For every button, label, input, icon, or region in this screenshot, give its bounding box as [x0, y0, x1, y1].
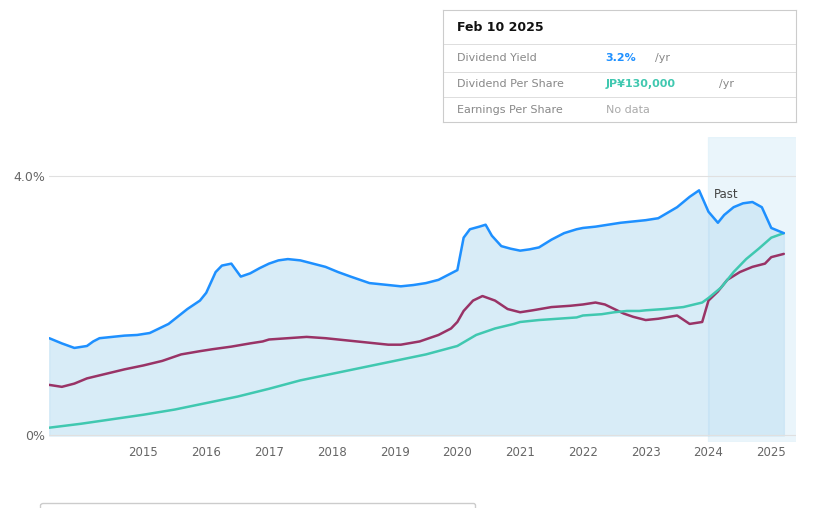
Legend: Dividend Yield, Dividend Per Share, Earnings Per Share: Dividend Yield, Dividend Per Share, Earn… [40, 503, 475, 508]
Text: Dividend Per Share: Dividend Per Share [457, 79, 564, 89]
Text: Past: Past [713, 188, 738, 201]
Text: /yr: /yr [655, 53, 670, 62]
Text: No data: No data [606, 105, 649, 115]
Bar [709, 137, 821, 442]
Text: 3.2%: 3.2% [606, 53, 636, 62]
Text: Dividend Yield: Dividend Yield [457, 53, 537, 62]
Text: Earnings Per Share: Earnings Per Share [457, 105, 563, 115]
Text: /yr: /yr [718, 79, 734, 89]
Text: Feb 10 2025: Feb 10 2025 [457, 21, 544, 35]
Text: JP¥130,000: JP¥130,000 [606, 79, 676, 89]
